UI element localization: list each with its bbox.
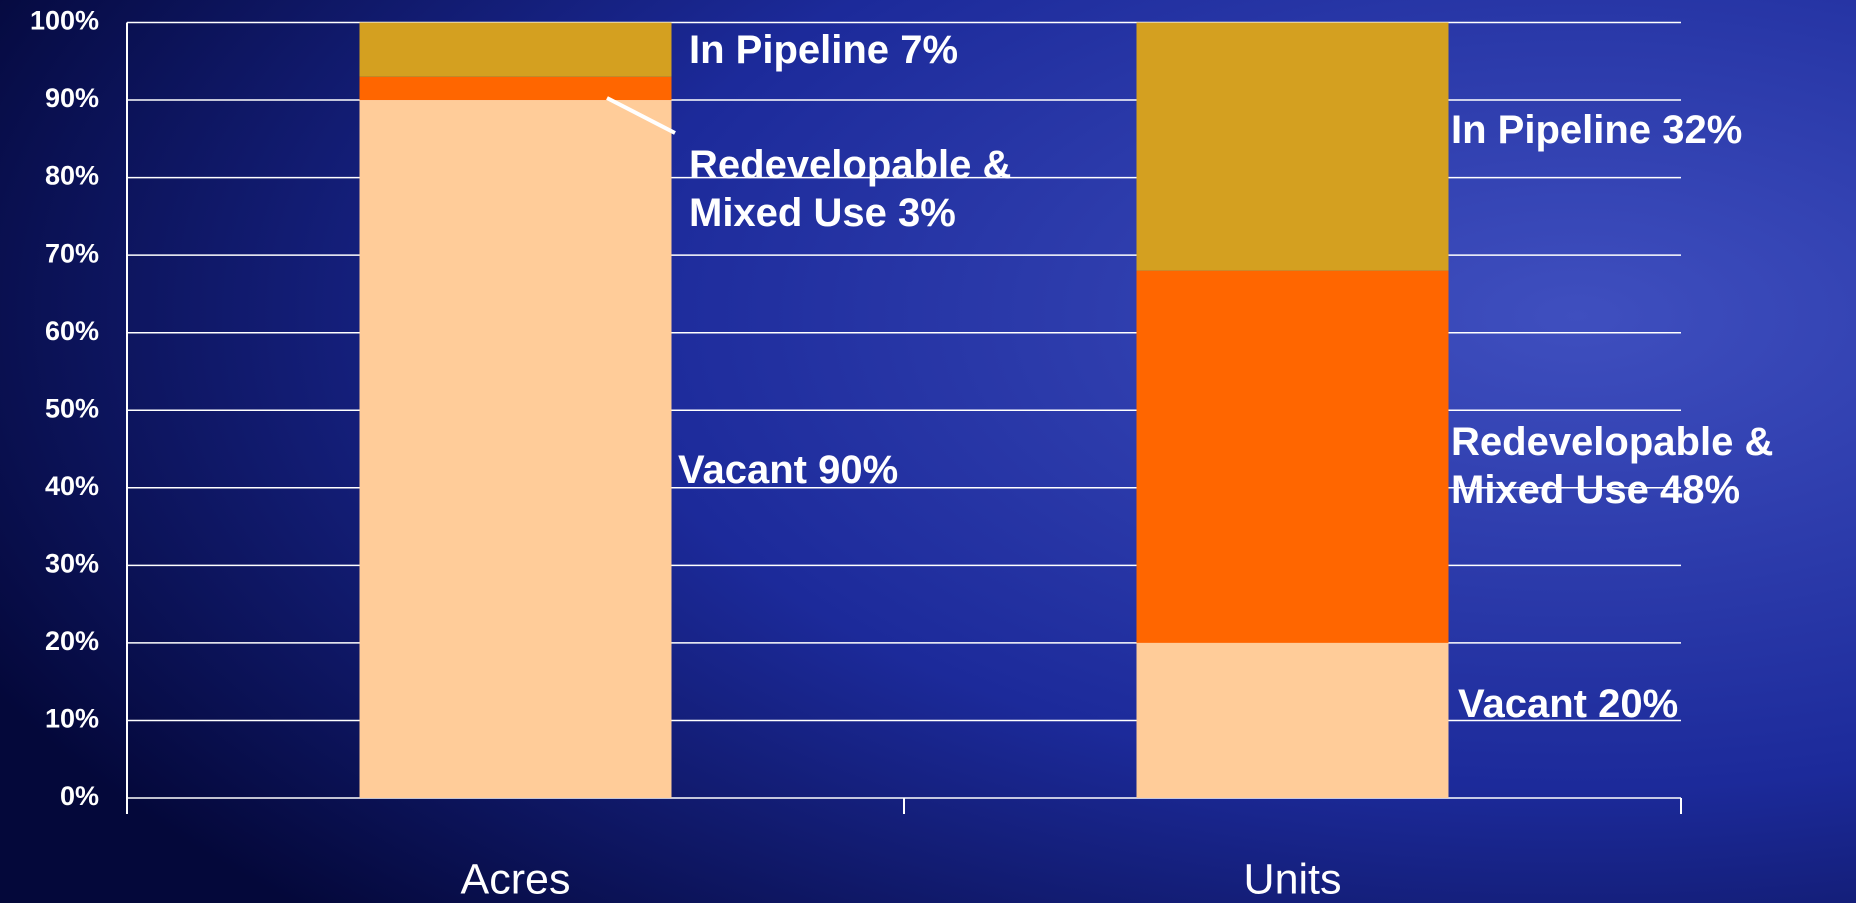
- x-tick-label: Acres: [461, 855, 571, 903]
- data-label-inner: Redevelopable & Mixed Use 3%: [689, 141, 1089, 237]
- data-label-text: Vacant 20%: [1458, 644, 1856, 764]
- data-label-text: In Pipeline 32%: [1451, 70, 1856, 190]
- data-label: Vacant 90%: [678, 410, 1178, 530]
- y-tick-label: 80%: [45, 161, 99, 191]
- series-name: Vacant: [1458, 682, 1587, 726]
- data-label: In Pipeline 7%: [689, 0, 1189, 110]
- data-label-inner: In Pipeline 7%: [689, 26, 958, 74]
- y-tick-label: 60%: [45, 316, 99, 346]
- data-label: Redevelopable & Mixed Use 48%: [1451, 406, 1851, 526]
- y-tick-label: 30%: [45, 548, 99, 578]
- data-label-text: Redevelopable & Mixed Use 3%: [689, 129, 1089, 249]
- y-tick-label: 40%: [45, 471, 99, 501]
- value-label: 90%: [818, 448, 899, 492]
- data-label-text: Redevelopable & Mixed Use 48%: [1451, 406, 1851, 526]
- data-label-inner: In Pipeline 32%: [1451, 106, 1742, 154]
- series-name: Vacant: [678, 448, 807, 492]
- bar-segment: [359, 76, 672, 101]
- bar-segment: [1136, 642, 1449, 798]
- data-label-text: Vacant 90%: [678, 410, 1178, 530]
- bar-segment: [1136, 22, 1449, 271]
- value-label: 48%: [1660, 468, 1741, 512]
- series-name: Redevelopable & Mixed Use: [1451, 420, 1774, 512]
- data-label-inner: Vacant 20%: [1458, 680, 1678, 728]
- y-tick-label: 100%: [30, 6, 99, 36]
- series-name: In Pipeline: [1451, 108, 1652, 152]
- data-label: Redevelopable & Mixed Use 3%: [689, 129, 1089, 249]
- data-label: In Pipeline 32%: [1451, 70, 1856, 190]
- value-label: 20%: [1598, 682, 1679, 726]
- bar-segment: [1136, 270, 1449, 643]
- x-tick-label: Units: [1244, 855, 1342, 903]
- series-name: Redevelopable & Mixed Use: [689, 143, 1012, 235]
- bar-segment: [359, 22, 672, 77]
- value-label: 3%: [898, 191, 956, 235]
- data-label-inner: Redevelopable & Mixed Use 48%: [1451, 418, 1851, 514]
- bar-segment: [359, 100, 672, 799]
- y-tick-label: 90%: [45, 83, 99, 113]
- y-tick-label: 0%: [60, 781, 99, 811]
- value-label: 7%: [900, 28, 959, 72]
- data-label-inner: Vacant 90%: [678, 446, 898, 494]
- leader-line: [606, 96, 676, 135]
- y-tick-label: 50%: [45, 393, 99, 423]
- data-label-text: In Pipeline 7%: [689, 0, 1189, 110]
- y-tick-label: 70%: [45, 238, 99, 268]
- value-label: 32%: [1662, 108, 1743, 152]
- y-tick-label: 10%: [45, 704, 99, 734]
- data-label: Vacant 20%: [1458, 644, 1856, 764]
- series-name: In Pipeline: [689, 28, 890, 72]
- y-tick-label: 20%: [45, 626, 99, 656]
